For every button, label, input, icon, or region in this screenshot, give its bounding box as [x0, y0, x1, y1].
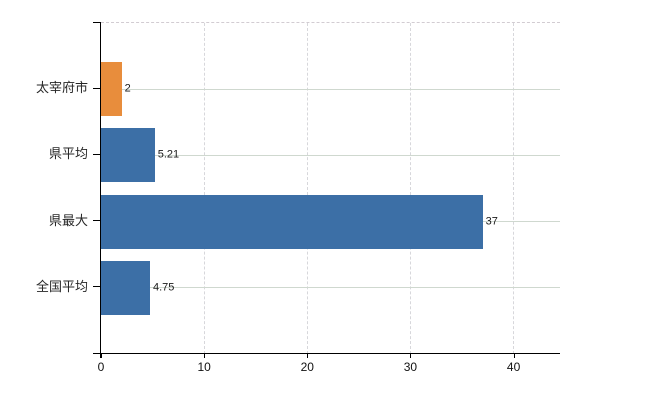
gridline-horizontal	[101, 154, 560, 156]
bar	[101, 194, 483, 249]
category-label: 県平均	[48, 146, 88, 162]
category-label: 県最大	[48, 212, 88, 228]
category-tick	[93, 286, 101, 288]
category-tick	[93, 153, 101, 155]
x-tick-label: 0	[97, 360, 105, 374]
category-label: 全国平均	[35, 279, 88, 294]
y-axis-top-tick	[93, 22, 101, 23]
gridline-vertical	[409, 23, 411, 354]
x-axis-tick	[101, 354, 102, 358]
gridline-vertical	[306, 23, 308, 354]
y-axis-line	[100, 22, 101, 358]
value-label: 5.21	[157, 148, 180, 161]
x-axis-tick	[307, 354, 309, 358]
bar	[101, 62, 122, 117]
gridline-horizontal	[101, 287, 560, 289]
category-label: 太宰府市	[35, 80, 88, 96]
x-axis-tick	[410, 354, 412, 358]
value-label: 37	[485, 215, 498, 228]
value-label: 4.75	[152, 281, 175, 294]
x-tick-label: 40	[506, 360, 521, 374]
value-label: 2	[124, 82, 131, 95]
x-tick-label: 20	[300, 360, 314, 374]
gridline-horizontal	[101, 88, 560, 90]
category-tick	[93, 87, 101, 89]
x-axis-tick	[513, 354, 515, 358]
x-axis-tick	[204, 354, 206, 358]
plot-area: 2 5.21 37 4.75	[101, 22, 560, 354]
gridline-vertical	[203, 23, 205, 354]
x-axis-line	[93, 353, 560, 354]
category-tick	[93, 220, 101, 222]
x-tick-label: 10	[197, 360, 211, 374]
x-tick-label: 30	[403, 360, 418, 374]
bar	[101, 260, 150, 315]
gridline-vertical	[513, 23, 515, 354]
bar	[101, 128, 155, 183]
